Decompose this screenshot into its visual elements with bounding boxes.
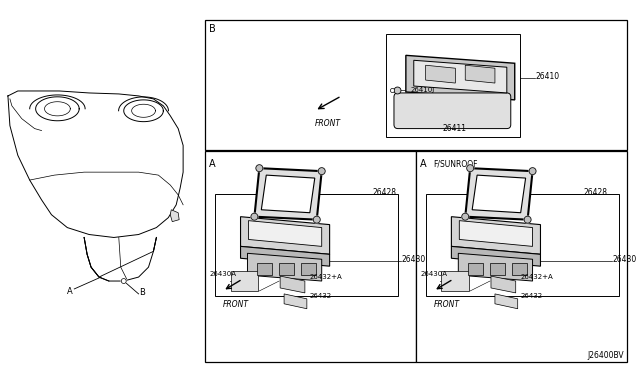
Circle shape — [251, 213, 258, 220]
Polygon shape — [460, 221, 532, 246]
Text: B: B — [209, 24, 216, 33]
Bar — [205, 151, 416, 362]
Polygon shape — [241, 217, 330, 254]
Bar — [426, 194, 619, 296]
Bar — [230, 271, 259, 291]
Polygon shape — [406, 55, 515, 100]
Polygon shape — [451, 246, 540, 266]
Polygon shape — [170, 210, 179, 222]
Text: 26410J: 26410J — [411, 87, 435, 93]
Text: B: B — [140, 288, 145, 297]
Bar — [279, 263, 294, 275]
Polygon shape — [241, 246, 330, 266]
Bar — [512, 263, 527, 275]
Bar — [416, 151, 627, 362]
Polygon shape — [458, 253, 532, 281]
Polygon shape — [465, 65, 495, 83]
Bar — [215, 194, 398, 296]
Circle shape — [314, 216, 320, 223]
Text: A: A — [209, 159, 216, 169]
Text: F/SUNROOF: F/SUNROOF — [433, 159, 478, 168]
Text: 26410: 26410 — [536, 72, 559, 81]
Polygon shape — [414, 60, 507, 93]
Text: 26432+A: 26432+A — [521, 274, 554, 280]
Circle shape — [256, 165, 263, 171]
Text: 26430: 26430 — [402, 255, 426, 264]
Circle shape — [318, 168, 325, 174]
Text: 26430: 26430 — [612, 255, 637, 264]
Polygon shape — [261, 175, 315, 213]
Text: A: A — [67, 287, 73, 296]
Polygon shape — [451, 217, 540, 254]
Polygon shape — [465, 168, 532, 219]
Circle shape — [467, 165, 474, 171]
Polygon shape — [254, 168, 322, 219]
Polygon shape — [472, 175, 525, 213]
Text: J26400BV: J26400BV — [587, 351, 623, 360]
Text: FRONT: FRONT — [223, 300, 249, 309]
Polygon shape — [284, 294, 307, 309]
FancyBboxPatch shape — [394, 93, 511, 129]
Bar — [257, 263, 272, 275]
Polygon shape — [426, 65, 455, 83]
Text: 26432: 26432 — [310, 293, 332, 299]
Bar — [205, 20, 627, 150]
Polygon shape — [495, 294, 518, 309]
Polygon shape — [280, 276, 305, 293]
Polygon shape — [491, 276, 516, 293]
Bar — [386, 33, 520, 138]
Text: A: A — [420, 159, 426, 169]
Text: 26430A: 26430A — [420, 271, 448, 277]
Bar — [301, 263, 316, 275]
Circle shape — [462, 213, 468, 220]
Bar — [490, 263, 505, 275]
Text: 26432+A: 26432+A — [310, 274, 342, 280]
Bar — [442, 271, 469, 291]
Bar — [468, 263, 483, 275]
Circle shape — [529, 168, 536, 174]
Text: FRONT: FRONT — [315, 119, 340, 128]
Text: 26430A: 26430A — [210, 271, 237, 277]
Text: 26432: 26432 — [521, 293, 543, 299]
Text: 26428: 26428 — [372, 188, 396, 197]
Text: FRONT: FRONT — [433, 300, 460, 309]
Text: 26411: 26411 — [442, 124, 467, 133]
Circle shape — [524, 216, 531, 223]
Text: 26428: 26428 — [583, 188, 607, 197]
Polygon shape — [248, 221, 322, 246]
Circle shape — [121, 279, 126, 283]
Polygon shape — [248, 253, 322, 281]
